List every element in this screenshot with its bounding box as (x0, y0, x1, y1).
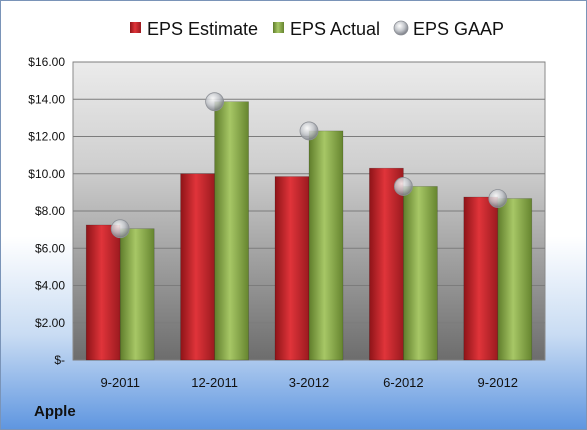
bar-eps-estimate (85, 224, 121, 361)
legend-marker-eps-gaap (393, 20, 409, 36)
y-tick-label: $16.00 (28, 55, 65, 69)
x-category-label: 9-2011 (100, 375, 140, 390)
y-tick-label: $4.00 (35, 279, 65, 293)
legend: EPS Estimate EPS Actual EPS GAAP (130, 19, 504, 39)
bars (85, 101, 533, 361)
bar-eps-actual (497, 198, 533, 361)
legend-swatch-eps-actual (273, 22, 284, 33)
company-name: Apple (34, 403, 76, 420)
y-tick-label: $6.00 (35, 241, 65, 255)
y-tick-label: $12.00 (28, 130, 65, 144)
marker-eps-gaap (488, 189, 508, 208)
marker-eps-gaap (205, 92, 225, 112)
bar-eps-actual (214, 101, 249, 361)
x-axis-labels: 9-2011 12-2011 3-2012 6-2012 9-2012 (100, 375, 518, 390)
legend-label-eps-actual: EPS Actual (290, 19, 380, 39)
y-tick-label: $10.00 (28, 167, 65, 181)
bar-eps-estimate (463, 196, 499, 361)
bar-eps-estimate (369, 167, 404, 361)
bar-eps-estimate (274, 176, 310, 361)
y-axis-ticks: $- $2.00 $4.00 $6.00 $8.00 $10.00 $12.00 $14.00… (28, 55, 65, 367)
x-category-label: 6-2012 (383, 375, 423, 390)
x-category-label: 12-2011 (191, 375, 238, 390)
bar-eps-estimate (180, 173, 215, 361)
gaap-markers (110, 92, 508, 239)
marker-eps-gaap (110, 219, 130, 239)
y-tick-label: $- (54, 353, 65, 367)
legend-swatch-eps-estimate (130, 22, 141, 33)
legend-label-eps-gaap: EPS GAAP (413, 19, 504, 39)
y-tick-label: $2.00 (35, 316, 65, 330)
x-category-label: 3-2012 (289, 375, 329, 390)
legend-label-eps-estimate: EPS Estimate (147, 19, 258, 39)
bar-eps-actual (308, 130, 344, 361)
marker-eps-gaap (299, 121, 319, 141)
bar-eps-actual (403, 186, 438, 361)
y-tick-label: $8.00 (35, 204, 65, 218)
bar-eps-actual (119, 228, 155, 361)
marker-eps-gaap (393, 177, 413, 196)
x-category-label: 9-2012 (478, 375, 518, 390)
y-tick-label: $14.00 (28, 92, 65, 106)
